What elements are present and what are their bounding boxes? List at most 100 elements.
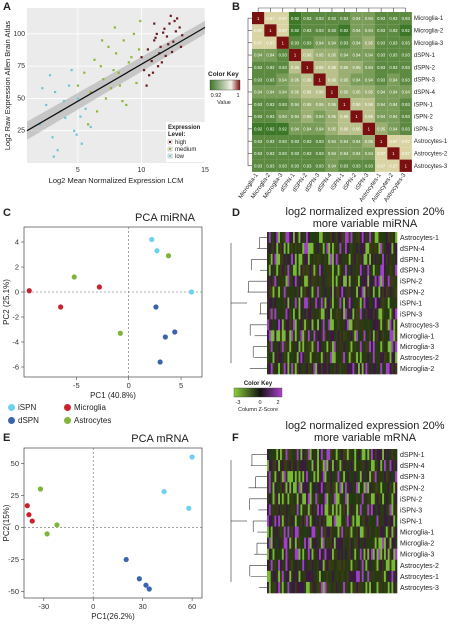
heatmap-cell bbox=[311, 570, 314, 583]
heatmap-cell bbox=[311, 275, 314, 287]
cell-value: 0.93 bbox=[377, 65, 386, 70]
heatmap-cell bbox=[315, 297, 318, 309]
heatmap-cell bbox=[313, 526, 316, 538]
heatmap-cell bbox=[270, 308, 273, 320]
heatmap-cell bbox=[313, 581, 316, 594]
heatmap-cell bbox=[320, 570, 324, 583]
heatmap-cell bbox=[350, 341, 353, 353]
pca-point-microglia bbox=[26, 288, 32, 294]
heatmap-cell bbox=[322, 449, 325, 461]
heatmap-cell bbox=[289, 460, 292, 472]
cell-value: 0.94 bbox=[328, 40, 337, 45]
heatmap-cell bbox=[293, 232, 296, 244]
heatmap-cell bbox=[384, 319, 387, 331]
heatmap-cell bbox=[283, 548, 286, 561]
heatmap-cell bbox=[387, 570, 390, 583]
heatmap-cell bbox=[300, 264, 303, 276]
heatmap-cell bbox=[274, 363, 277, 375]
heatmap-cell bbox=[346, 286, 350, 298]
heatmap-cell bbox=[330, 253, 333, 266]
heatmap-cell bbox=[387, 61, 400, 74]
heatmap-cell bbox=[385, 581, 389, 594]
heatmap-cell bbox=[378, 242, 381, 255]
heatmap-cell bbox=[361, 341, 364, 353]
heatmap-cell bbox=[274, 308, 277, 320]
heatmap-cell bbox=[325, 12, 339, 25]
heatmap-cell bbox=[293, 537, 296, 549]
heatmap-cell bbox=[358, 297, 361, 309]
data-point-high bbox=[145, 84, 148, 87]
heatmap-cell bbox=[354, 570, 357, 583]
heatmap-cell bbox=[361, 537, 364, 549]
heatmap-cell bbox=[324, 581, 327, 594]
heatmap-cell bbox=[363, 537, 366, 549]
heatmap-cell bbox=[354, 297, 357, 309]
heatmap-cell bbox=[362, 24, 375, 37]
heatmap-cell bbox=[389, 341, 392, 353]
heatmap-cell bbox=[395, 242, 398, 255]
cell-value: 0.93 bbox=[316, 139, 325, 144]
heatmap-cell bbox=[335, 559, 338, 572]
heatmap-cell bbox=[298, 460, 301, 472]
data-point-high bbox=[176, 17, 179, 20]
heatmap-cell bbox=[369, 319, 372, 331]
heatmap-cell bbox=[328, 330, 331, 342]
heatmap-cell bbox=[280, 352, 283, 364]
heatmap-cell bbox=[374, 275, 377, 287]
heatmap-cell bbox=[354, 581, 357, 594]
heatmap-cell bbox=[313, 515, 316, 527]
heatmap-cell bbox=[313, 352, 316, 364]
heatmap-cell bbox=[307, 341, 311, 353]
cell-value: 1 bbox=[257, 16, 260, 21]
heatmap-cell bbox=[268, 242, 272, 255]
heatmap-cell bbox=[385, 363, 389, 375]
data-point-low bbox=[75, 133, 78, 136]
heatmap-cell bbox=[365, 264, 368, 276]
heatmap-cell bbox=[296, 493, 299, 505]
heatmap-cell bbox=[304, 548, 307, 561]
heatmap-cell bbox=[343, 308, 346, 320]
heatmap-cell bbox=[385, 242, 389, 255]
heatmap-cell bbox=[311, 537, 314, 549]
heatmap-cell bbox=[319, 319, 322, 331]
cell-value: 0.93 bbox=[279, 163, 288, 168]
heatmap-cell bbox=[346, 242, 350, 255]
data-point-low bbox=[48, 74, 52, 77]
panel-label-b: B bbox=[232, 1, 240, 13]
x-tick-label: 15 bbox=[201, 167, 209, 174]
heatmap-cell bbox=[365, 449, 368, 461]
heatmap-cell bbox=[313, 275, 316, 287]
y-tick-label: 100 bbox=[13, 31, 25, 38]
panel-d-title: log2 normalized expression 20% more vari… bbox=[285, 206, 445, 230]
heatmap-cell bbox=[296, 471, 299, 483]
heatmap-cell bbox=[315, 581, 318, 594]
heatmap-cell bbox=[367, 460, 370, 472]
heatmap-cell bbox=[272, 559, 275, 572]
heatmap-cell bbox=[268, 504, 272, 516]
heatmap-cell bbox=[380, 253, 383, 266]
heatmap-cell bbox=[330, 570, 333, 583]
heatmap-cell bbox=[302, 341, 305, 353]
heatmap-cell bbox=[393, 449, 396, 461]
plot-title: PCA mRNA bbox=[131, 433, 189, 445]
cell-value: 0.96 bbox=[365, 114, 374, 119]
heatmap-cell bbox=[345, 548, 348, 561]
heatmap-cell bbox=[371, 482, 374, 494]
heatmap-cell bbox=[309, 286, 312, 298]
data-point-high bbox=[153, 39, 156, 42]
heatmap-cell bbox=[333, 515, 337, 527]
heatmap-cell bbox=[291, 232, 294, 244]
heatmap-cell bbox=[332, 232, 335, 244]
heatmap-cell bbox=[298, 308, 301, 320]
heatmap-cell bbox=[389, 319, 392, 331]
heatmap-cell bbox=[335, 537, 338, 549]
heatmap-cell bbox=[395, 286, 398, 298]
heatmap-cell bbox=[348, 232, 351, 244]
heatmap-cell bbox=[320, 275, 324, 287]
heatmap-cell bbox=[319, 253, 322, 266]
heatmap-cell bbox=[393, 482, 396, 494]
heatmap-cell bbox=[307, 493, 311, 505]
heatmap-cell bbox=[384, 275, 387, 287]
heatmap-cell bbox=[313, 363, 316, 375]
heatmap-cell bbox=[294, 548, 298, 561]
